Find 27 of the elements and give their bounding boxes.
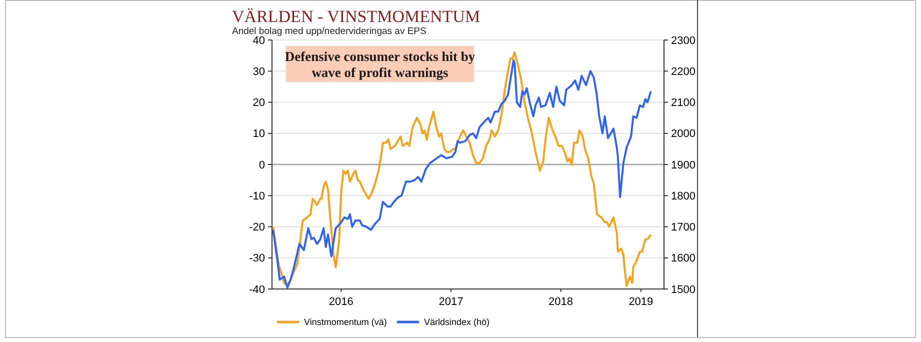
y-tick-label: -10 bbox=[249, 190, 265, 202]
y2-tick-label: 1700 bbox=[671, 222, 696, 234]
chart-subtitle: Andel bolag med upp/nedervideringas av EPS bbox=[232, 26, 426, 37]
y2-tick-label: 2300 bbox=[671, 34, 696, 47]
y2-tick-label: 1600 bbox=[671, 252, 696, 265]
annotation: Defensive consumer stocks hit by wave of profit warnings bbox=[284, 49, 476, 80]
x-tick-label: 2016 bbox=[328, 296, 354, 308]
y-tick-label: 40 bbox=[252, 34, 265, 47]
x-tick-label: 2018 bbox=[548, 296, 574, 308]
y-tick-label: 0 bbox=[258, 159, 265, 172]
y2-tick-label: 2100 bbox=[671, 97, 696, 110]
y-tick-label: 20 bbox=[252, 97, 265, 110]
legend-label: Världsindex (hö) bbox=[424, 317, 490, 328]
legend-label: Vinstmomentum (vä) bbox=[304, 317, 387, 328]
y-tick-label: -20 bbox=[249, 222, 265, 234]
y-tick-label: -30 bbox=[249, 252, 265, 265]
y2-tick-label: 2200 bbox=[671, 66, 696, 78]
y2-tick-label: 2000 bbox=[671, 128, 696, 140]
y-tick-label: -40 bbox=[249, 284, 265, 296]
y-tick-label: 30 bbox=[252, 66, 265, 78]
chart-title: VÄRLDEN - VINSTMOMENTUM bbox=[232, 7, 480, 26]
y2-tick-label: 1900 bbox=[671, 159, 696, 172]
y-tick-label: 10 bbox=[252, 128, 265, 140]
x-tick-label: 2017 bbox=[438, 296, 464, 308]
y2-tick-label: 1500 bbox=[671, 284, 696, 296]
x-tick-label: 2019 bbox=[628, 296, 654, 308]
y2-tick-label: 1800 bbox=[671, 190, 696, 202]
